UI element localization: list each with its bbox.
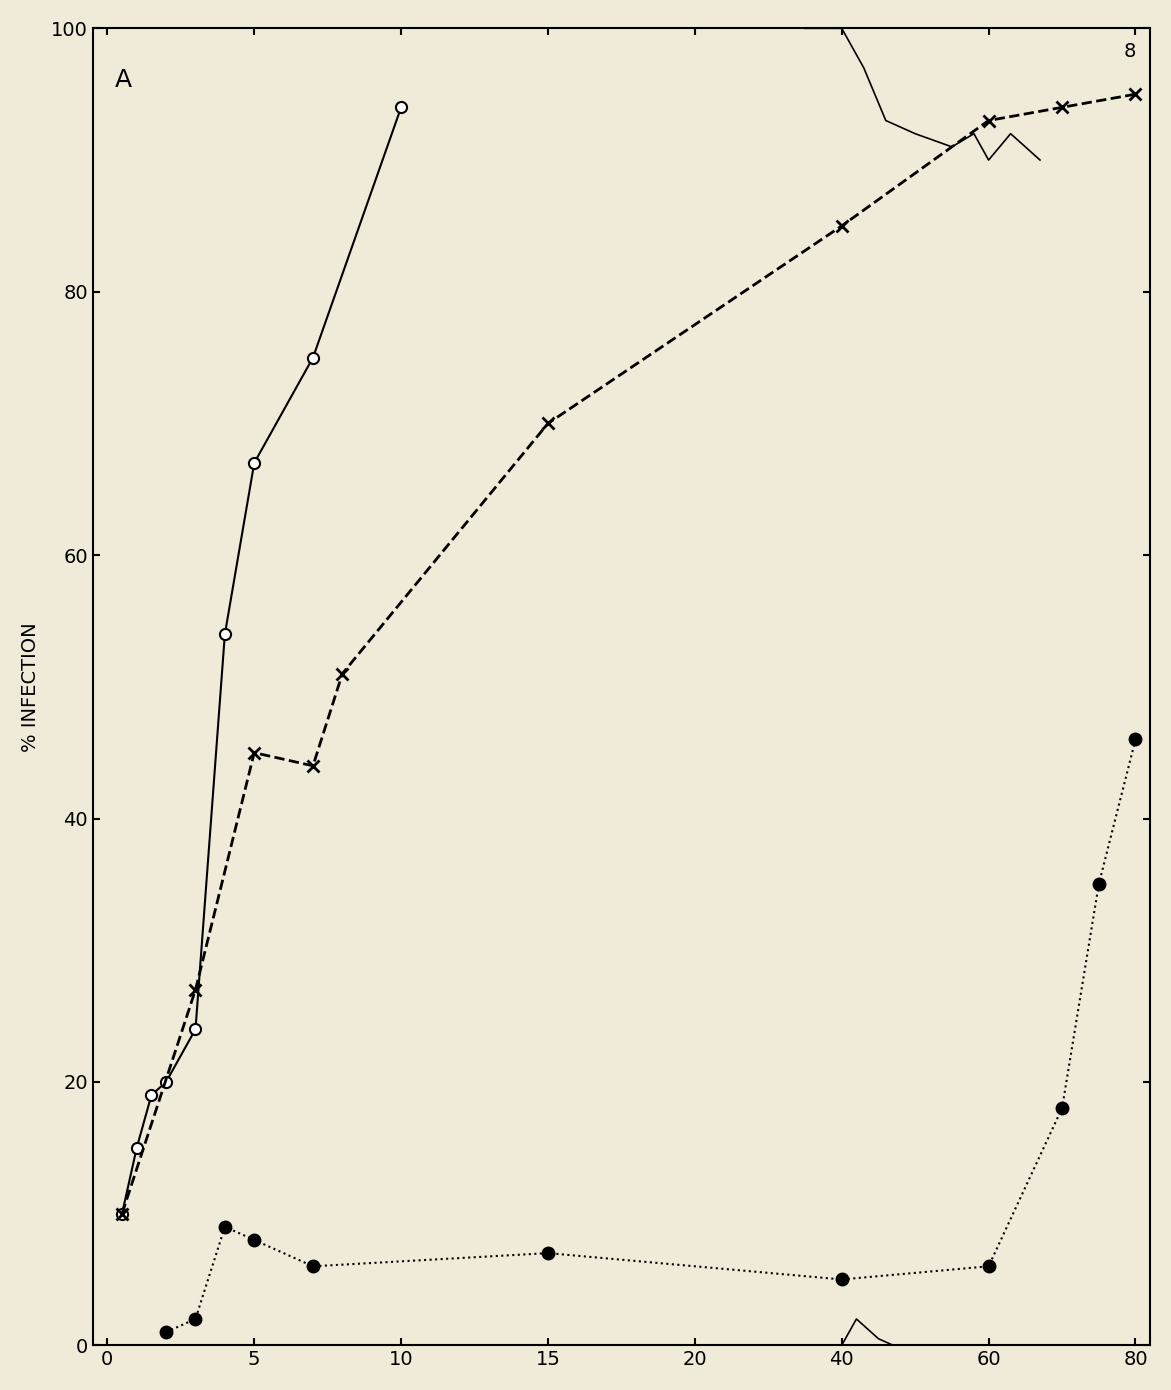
Text: A: A	[115, 68, 132, 92]
Text: 8: 8	[1123, 42, 1136, 61]
Y-axis label: % INFECTION: % INFECTION	[21, 621, 40, 752]
